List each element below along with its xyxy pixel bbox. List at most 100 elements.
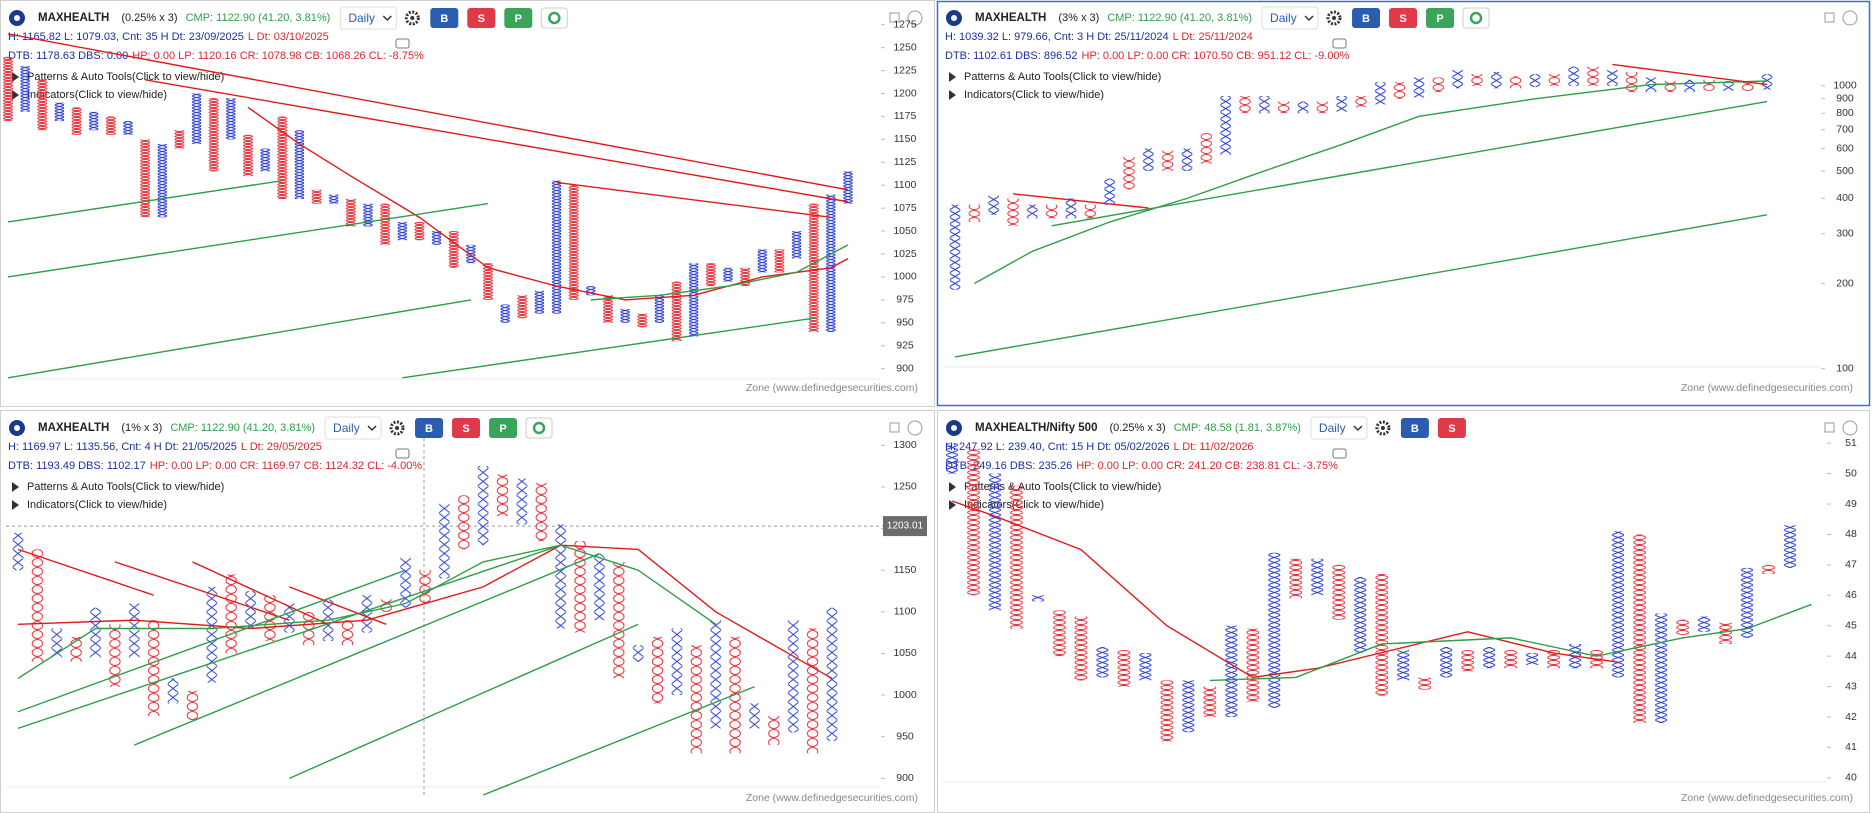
params: (3% x 3) [1058, 12, 1099, 24]
interval-label[interactable]: Daily [348, 11, 375, 25]
y-tick-label: 1100 [894, 179, 917, 191]
close-icon[interactable] [1842, 420, 1858, 436]
settings-icon[interactable] [389, 420, 405, 436]
toggle-arrow[interactable] [12, 482, 19, 492]
action-button[interactable] [489, 418, 518, 438]
toggle-arrow[interactable] [12, 90, 19, 100]
action-button-label[interactable]: B [425, 423, 433, 435]
interval-label[interactable]: Daily [333, 421, 360, 435]
action-button[interactable] [504, 8, 533, 28]
x-column [1142, 148, 1155, 171]
o-column [1007, 198, 1019, 226]
toggle-link[interactable]: Indicators(Click to view/hide) [964, 89, 1104, 101]
toggle-link[interactable]: Patterns & Auto Tools(Click to view/hide… [964, 71, 1161, 83]
comment-icon [1332, 38, 1347, 49]
toggle-arrow[interactable] [949, 500, 956, 510]
action-button[interactable] [467, 8, 496, 28]
action-button-label[interactable]: S [1399, 13, 1406, 25]
expand-icon[interactable] [1824, 12, 1835, 23]
action-button-label[interactable]: P [499, 423, 506, 435]
o-column [186, 690, 199, 721]
o-column [1703, 79, 1715, 91]
action-button[interactable] [1352, 8, 1381, 28]
toggle-arrow[interactable] [949, 72, 956, 82]
o-column [1761, 564, 1776, 574]
close-icon[interactable] [907, 10, 923, 26]
color-button[interactable] [525, 417, 553, 439]
action-button[interactable] [430, 8, 459, 28]
interval-select[interactable] [1310, 416, 1368, 440]
expand-icon[interactable] [889, 12, 900, 23]
toggle-arrow[interactable] [949, 482, 956, 492]
expand-icon[interactable] [889, 422, 900, 433]
x-column [1683, 79, 1696, 93]
chevron [367, 425, 377, 432]
toggle-arrow[interactable] [12, 500, 19, 510]
info-text: H: 247.92 L: 239.40, Cnt: 15 H Dt: 05/02… [945, 441, 1169, 453]
y-tick-label: 1075 [893, 202, 917, 214]
x-column [534, 290, 545, 314]
indicator-line [7, 202, 489, 278]
action-button[interactable] [1426, 8, 1455, 28]
action-button-label[interactable]: B [440, 13, 448, 25]
o-column [105, 116, 117, 135]
toggle-link[interactable]: Patterns & Auto Tools(Click to view/hide… [27, 481, 224, 493]
action-button-label[interactable]: P [1436, 13, 1443, 25]
interval-label[interactable]: Daily [1270, 11, 1297, 25]
action-button[interactable] [1389, 8, 1418, 28]
settings-icon[interactable] [404, 10, 420, 26]
settings-icon[interactable] [1326, 10, 1342, 26]
expand-icon[interactable] [1824, 422, 1835, 433]
o-column [1471, 74, 1483, 86]
toggle-arrow[interactable] [949, 90, 956, 100]
settings-icon[interactable] [1375, 420, 1391, 436]
o-column [1084, 204, 1097, 219]
action-button[interactable] [1437, 418, 1466, 438]
x-column [1224, 625, 1238, 717]
watermark: Zone (www.definedgesecurities.com) [1681, 382, 1853, 394]
x-column [1103, 178, 1116, 205]
action-button-label[interactable]: S [478, 13, 485, 25]
x-column [949, 204, 961, 290]
close-icon[interactable] [1842, 10, 1858, 26]
interval-select[interactable] [324, 416, 382, 440]
x-column [11, 532, 25, 571]
color-button[interactable] [540, 7, 568, 29]
o-column [774, 249, 785, 273]
x-column [1335, 96, 1348, 112]
o-column [516, 295, 528, 319]
indicator-line [590, 244, 849, 301]
x-column [1654, 613, 1668, 724]
action-button[interactable] [415, 418, 444, 438]
o-column [1332, 564, 1346, 620]
toggle-link[interactable]: Patterns & Auto Tools(Click to view/hide… [27, 71, 224, 83]
x-column [1353, 577, 1367, 654]
x-column [1065, 198, 1077, 219]
o-column [808, 203, 820, 332]
action-button-label[interactable]: S [462, 423, 469, 435]
interval-select[interactable] [1261, 6, 1319, 30]
action-button[interactable] [452, 418, 481, 438]
toggle-arrow[interactable] [12, 72, 19, 82]
x-column [1413, 77, 1425, 98]
toggle-link[interactable]: Indicators(Click to view/hide) [964, 499, 1104, 511]
o-column [457, 495, 470, 550]
x-column [1761, 74, 1773, 90]
o-column [1625, 71, 1638, 93]
action-button[interactable] [1400, 418, 1429, 438]
info-text: L Dt: 03/10/2025 [248, 31, 329, 43]
x-column [709, 620, 722, 729]
toggle-link[interactable]: Indicators(Click to view/hide) [27, 499, 167, 511]
info-text: L Dt: 29/05/2025 [241, 441, 322, 453]
close-icon[interactable] [907, 420, 923, 436]
o-column [968, 204, 981, 223]
interval-select[interactable] [339, 6, 397, 30]
action-button-label[interactable]: B [1411, 423, 1419, 435]
action-button-label[interactable]: B [1362, 13, 1370, 25]
x-column [465, 244, 477, 264]
interval-label[interactable]: Daily [1319, 421, 1346, 435]
action-button-label[interactable]: P [515, 13, 522, 25]
action-button-label[interactable]: S [1448, 423, 1455, 435]
color-button[interactable] [1462, 7, 1490, 29]
toggle-link[interactable]: Indicators(Click to view/hide) [27, 89, 167, 101]
